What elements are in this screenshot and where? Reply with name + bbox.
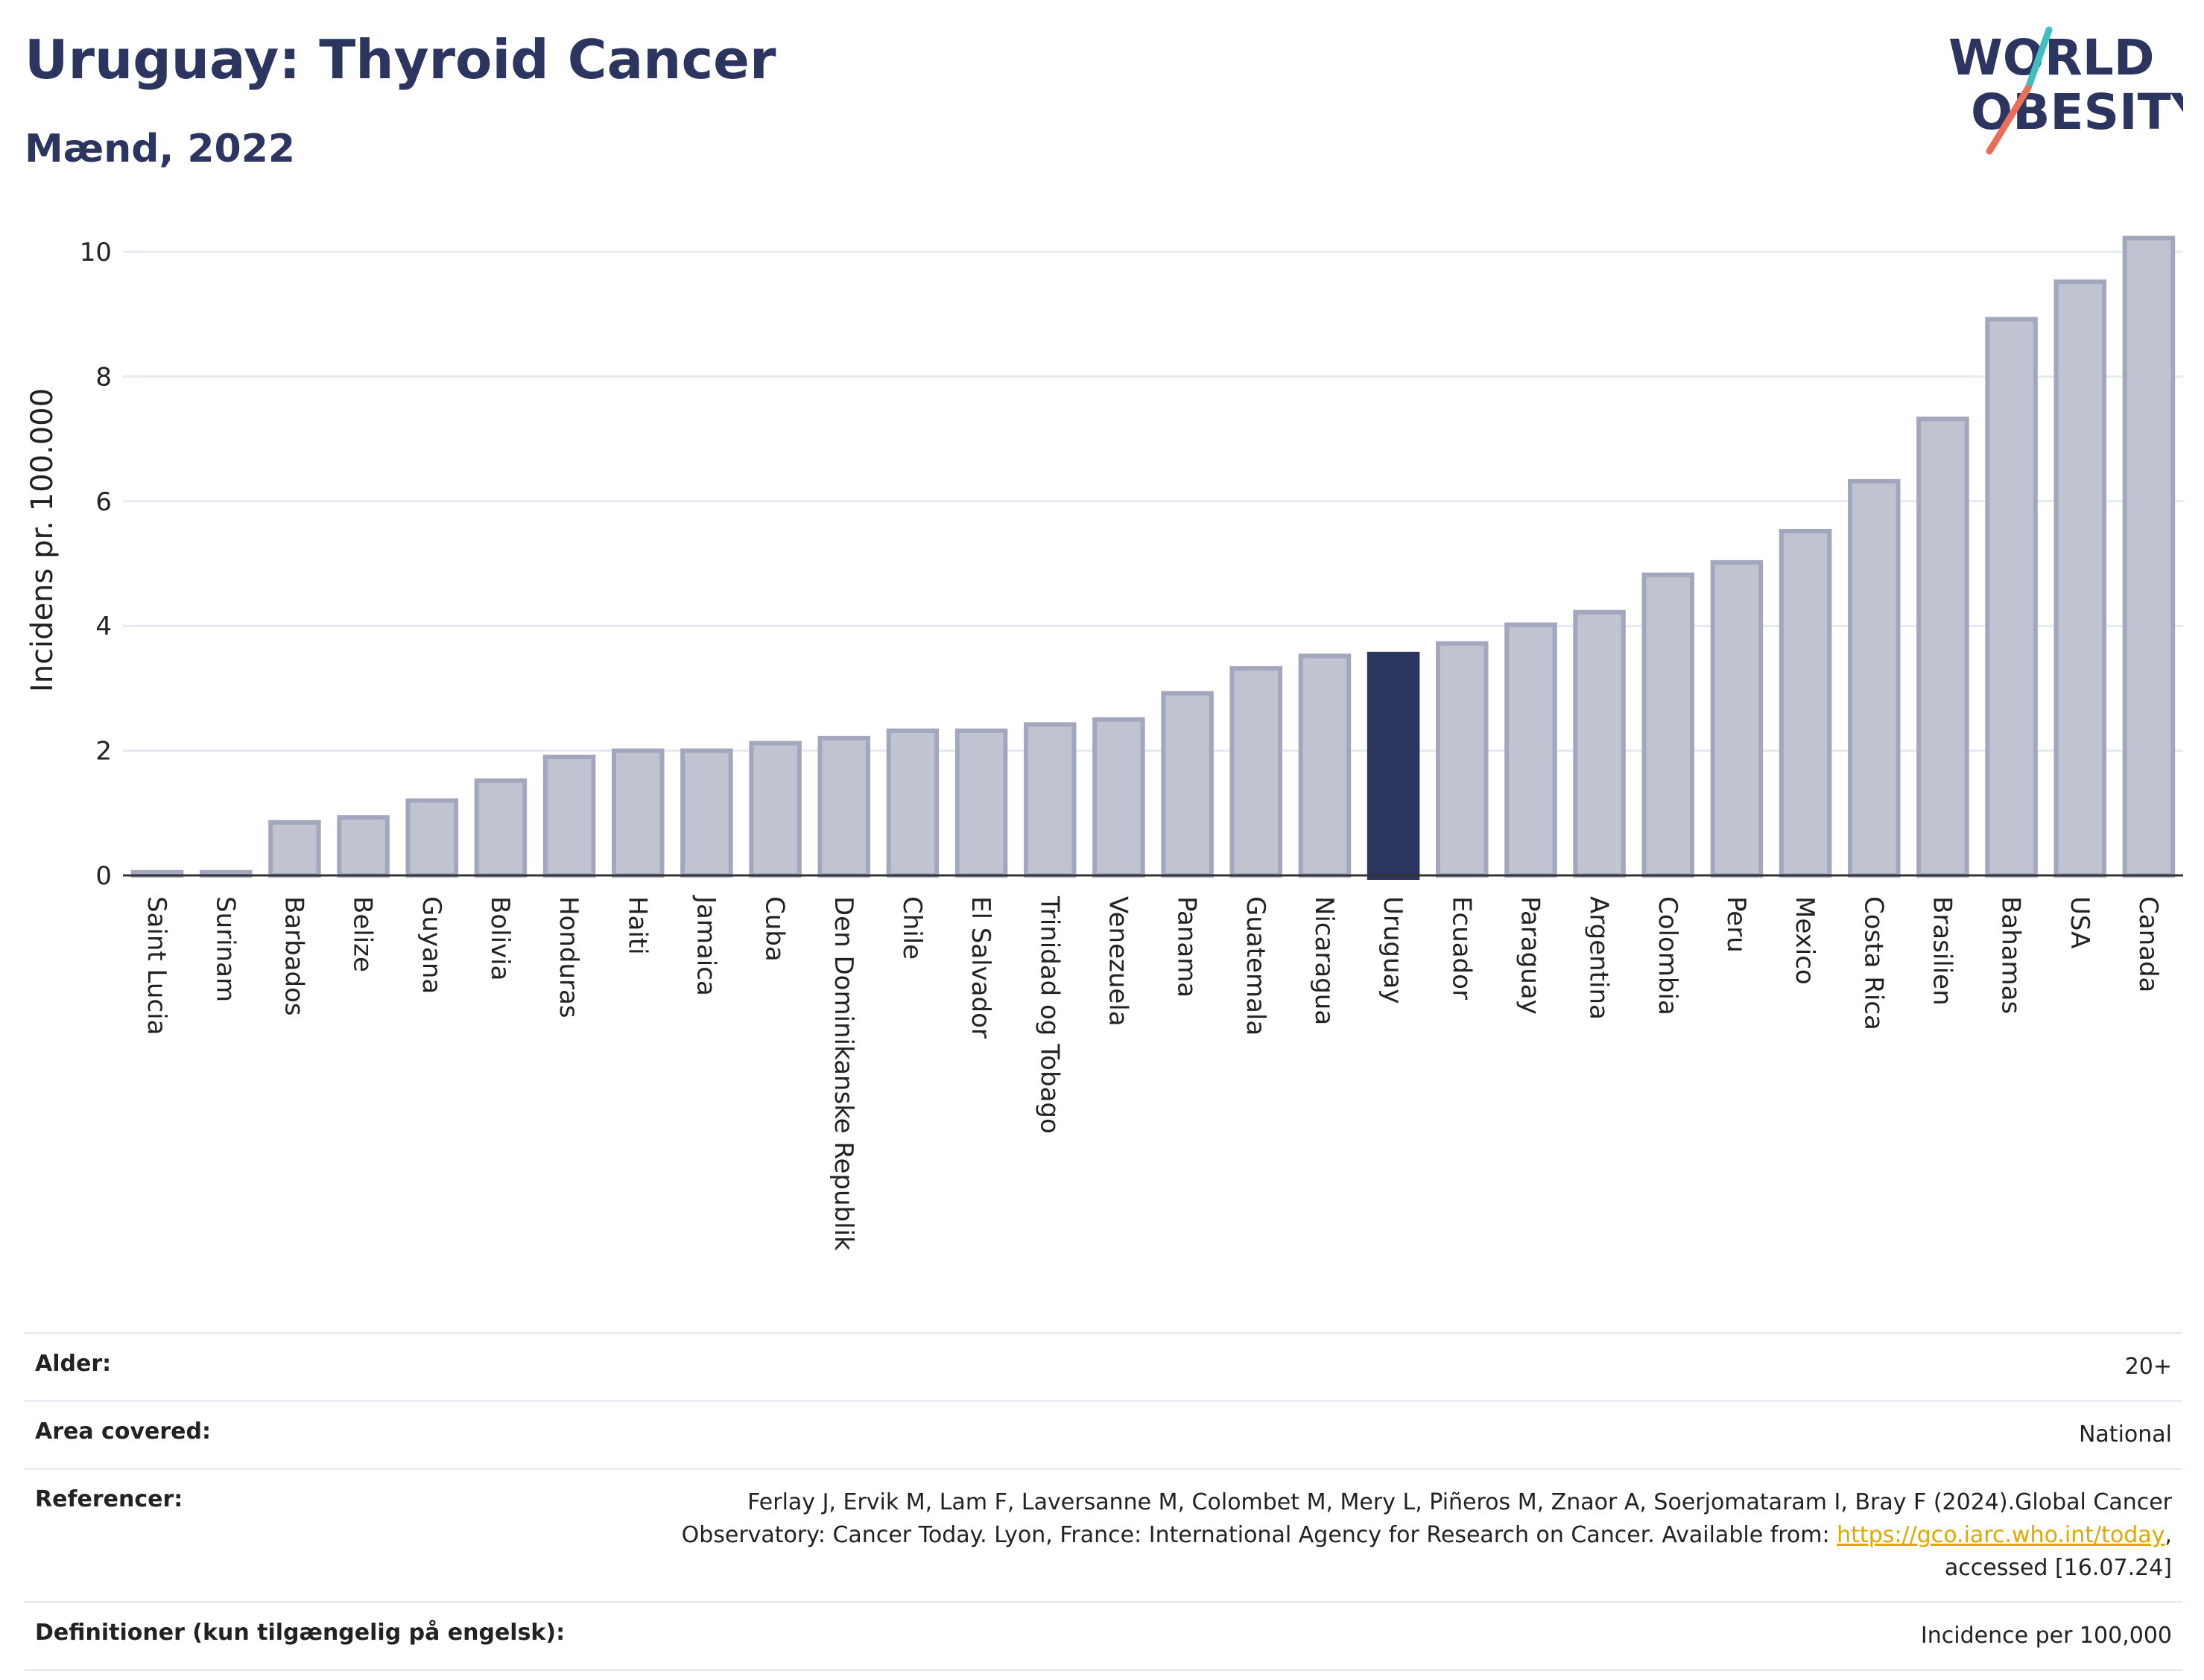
bar: [680, 748, 733, 878]
x-tick-label: Bahamas: [1996, 896, 2026, 1014]
bar: [749, 741, 802, 878]
bar: [405, 798, 459, 878]
x-tick-label: Haiti: [622, 896, 652, 955]
chart-title: Uruguay: Thyroid Cancer: [25, 28, 776, 91]
bar: [1641, 572, 1695, 878]
bar: [1298, 653, 1352, 878]
grid-lines: 0 2 4 6 8 10: [80, 238, 2183, 891]
y-tick-label: 10: [80, 238, 112, 267]
x-tick-label: Uruguay: [1378, 896, 1407, 1004]
definitions-value: Incidence per 100,000: [1920, 1623, 2172, 1649]
x-tick-label: Argentina: [1584, 896, 1614, 1020]
references-link[interactable]: https://gco.iarc.who.int/today: [1837, 1522, 2165, 1548]
age-value: 20+: [2124, 1354, 2172, 1380]
logo-slash-top: [2024, 26, 2053, 92]
x-tick-label: Brasilien: [1927, 896, 1957, 1006]
bar-chart: 0 2 4 6 8 10 Saint Lucia Surinam Barbados Belize…: [25, 235, 2183, 1251]
bar: [1573, 609, 1626, 878]
bar: [1985, 317, 2038, 878]
x-tick-label: Honduras: [554, 896, 583, 1018]
y-tick-label: 6: [95, 487, 112, 517]
x-tick-label: Paraguay: [1515, 896, 1545, 1015]
references-text-2: , accessed [16.07.24]: [1944, 1522, 2172, 1581]
references-label: Referencer:: [35, 1486, 183, 1512]
logo-line1: WORLD: [1948, 29, 2155, 86]
chart-subtitle: Mænd, 2022: [25, 127, 296, 171]
bar: [474, 778, 528, 878]
bar: [1161, 691, 1214, 878]
x-tick-label: Venezuela: [1103, 896, 1133, 1027]
x-tick-label: Peru: [1721, 896, 1751, 953]
x-tick-label: Costa Rica: [1858, 896, 1888, 1030]
bar: [886, 728, 940, 878]
x-tick-label: Saint Lucia: [142, 896, 171, 1035]
category-labels: Saint Lucia Surinam Barbados Belize Guyana Bo…: [142, 895, 2163, 1251]
x-tick-label: Panama: [1172, 896, 1202, 998]
x-tick-label: Barbados: [279, 896, 308, 1016]
bar: [1779, 528, 1832, 878]
x-tick-label: Jamaica: [691, 895, 721, 996]
bar: [1229, 666, 1283, 878]
age-label: Alder:: [35, 1351, 112, 1377]
x-tick-label: Den Dominikanske Republik: [829, 896, 858, 1251]
info-row-age: Alder: 20+: [25, 1333, 2182, 1401]
x-tick-label: Nicaragua: [1309, 896, 1339, 1025]
x-tick-label: Guyana: [417, 896, 446, 994]
world-obesity-logo: WORLD OBESITY: [1948, 26, 2183, 155]
bar: [2053, 279, 2107, 878]
y-tick-label: 0: [95, 861, 112, 891]
definitions-label: Definitioner (kun tilgængelig på engelsk…: [35, 1620, 566, 1646]
x-tick-label: Chile: [897, 896, 927, 960]
x-tick-label: Cuba: [760, 896, 790, 962]
x-tick-label: Guatemala: [1241, 896, 1270, 1036]
x-tick-label: Surinam: [210, 896, 240, 1002]
y-tick-label: 4: [95, 612, 112, 641]
info-row-definitions: Definitioner (kun tilgængelig på engelsk…: [25, 1602, 2182, 1670]
x-tick-label: USA: [2065, 896, 2094, 948]
bar: [268, 820, 321, 878]
bar: [1435, 641, 1489, 878]
bar: [2122, 235, 2176, 878]
logo-line2: OBESITY: [1971, 83, 2183, 141]
y-tick-label: 8: [95, 362, 112, 392]
x-tick-label: Belize: [348, 896, 378, 972]
y-axis-title: Incidens pr. 100.000: [25, 388, 60, 692]
info-row-area: Area covered: National: [25, 1401, 2182, 1469]
bar-highlight: [1367, 651, 1420, 880]
bar: [337, 815, 390, 878]
x-tick-label: Ecuador: [1446, 896, 1476, 1000]
references-text-1: Ferlay J, Ervik M, Lam F, Laversanne M, …: [681, 1489, 2172, 1548]
bar: [1092, 717, 1145, 878]
bar: [1847, 479, 1901, 878]
bar: [1504, 622, 1557, 878]
x-tick-label: El Salvador: [966, 896, 995, 1039]
bar: [611, 748, 665, 878]
x-tick-label: Colombia: [1653, 896, 1682, 1015]
bar: [542, 754, 596, 878]
x-tick-label: Canada: [2133, 896, 2163, 992]
x-tick-label: Trinidad og Tobago: [1034, 896, 1064, 1134]
info-table: Alder: 20+ Area covered: National Refere…: [25, 1332, 2182, 1671]
references-value: Ferlay J, Ervik M, Lam F, Laversanne M, …: [612, 1469, 2182, 1603]
bar: [954, 728, 1008, 878]
bar: [817, 735, 871, 878]
area-label: Area covered:: [35, 1419, 211, 1445]
area-value: National: [2078, 1421, 2172, 1448]
x-tick-label: Mexico: [1790, 896, 1820, 985]
bar: [1023, 722, 1077, 878]
bar: [1710, 560, 1764, 878]
bar: [1916, 416, 1969, 878]
x-tick-label: Bolivia: [485, 896, 515, 980]
logo-slash-bottom: [1986, 84, 2032, 155]
info-row-references: Referencer: Ferlay J, Ervik M, Lam F, La…: [25, 1468, 2182, 1603]
bars: [130, 235, 2176, 880]
y-tick-label: 2: [95, 737, 112, 767]
